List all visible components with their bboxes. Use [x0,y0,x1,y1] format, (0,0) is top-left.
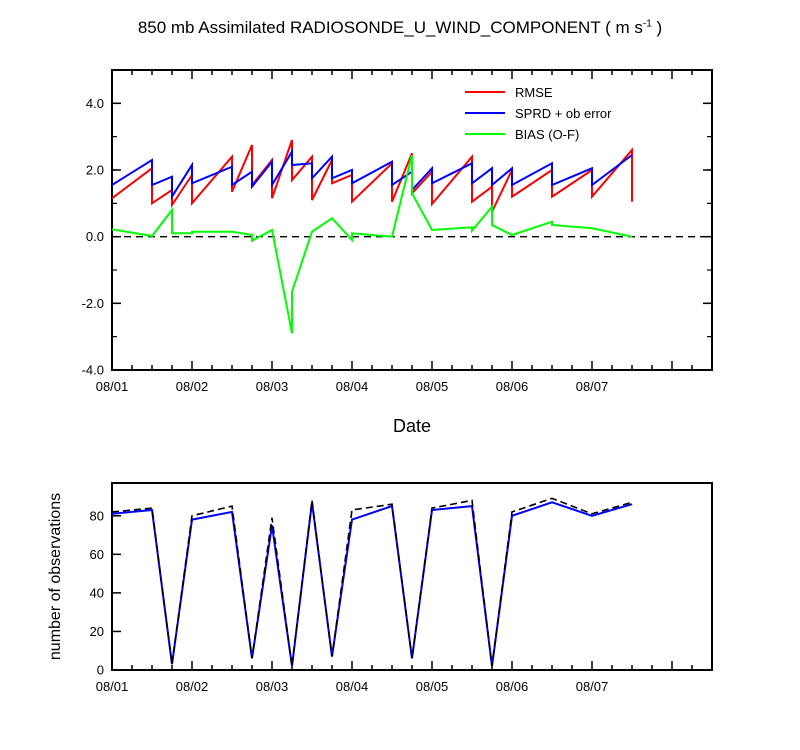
y-tick-label: 2.0 [86,163,104,178]
x-axis-label: Date [393,416,431,436]
series-line-0 [111,139,633,213]
y-tick-label: 4.0 [86,96,104,111]
chart-title-end: ) [651,18,663,37]
y-tick-label: 0 [97,663,104,678]
legend-label: BIAS (O-F) [515,127,579,142]
chart-title-main: 850 mb Assimilated RADIOSONDE_U_WIND_COM… [137,18,643,37]
x-tick-label: 08/01 [96,679,129,694]
x-tick-label: 08/06 [496,679,529,694]
y-tick-label: 0.0 [86,229,104,244]
x-tick-label: 08/07 [576,379,609,394]
chart-title: 850 mb Assimilated RADIOSONDE_U_WIND_COM… [0,18,800,38]
series-line-1 [111,148,633,201]
x-tick-label: 08/04 [336,679,369,694]
x-tick-label: 08/05 [416,679,449,694]
x-tick-label: 08/03 [256,679,289,694]
x-tick-label: 08/01 [96,379,129,394]
x-tick-label: 08/02 [176,379,209,394]
x-tick-label: 08/05 [416,379,449,394]
bottom-panel: 08/01 08/02 08/03 08/04 08/05 08/06 08/07 80 60 4… [47,482,713,694]
top-panel: 08/01 08/02 08/03 08/04 08/05 08/06 08/07 4.0 2.… [82,69,713,436]
y-tick-label: 80 [90,508,104,523]
x-tick-label: 08/02 [176,679,209,694]
plot-frame [111,482,713,671]
y-axis-label: number of observations [47,493,64,660]
legend-label: RMSE [515,85,553,100]
x-tick-label: 08/07 [576,679,609,694]
y-tick-label: 60 [90,547,104,562]
x-tick-label: 08/03 [256,379,289,394]
x-tick-label: 08/06 [496,379,529,394]
chart-title-exponent: -1 [642,18,652,30]
y-tick-label: -4.0 [82,363,104,378]
y-tick-label: -2.0 [82,296,104,311]
series-line-1 [111,497,633,667]
x-tick-label: 08/04 [336,379,369,394]
legend-label: SPRD + ob error [515,106,612,121]
plot-frame [111,69,713,371]
y-tick-label: 20 [90,624,104,639]
y-tick-label: 40 [90,585,104,600]
